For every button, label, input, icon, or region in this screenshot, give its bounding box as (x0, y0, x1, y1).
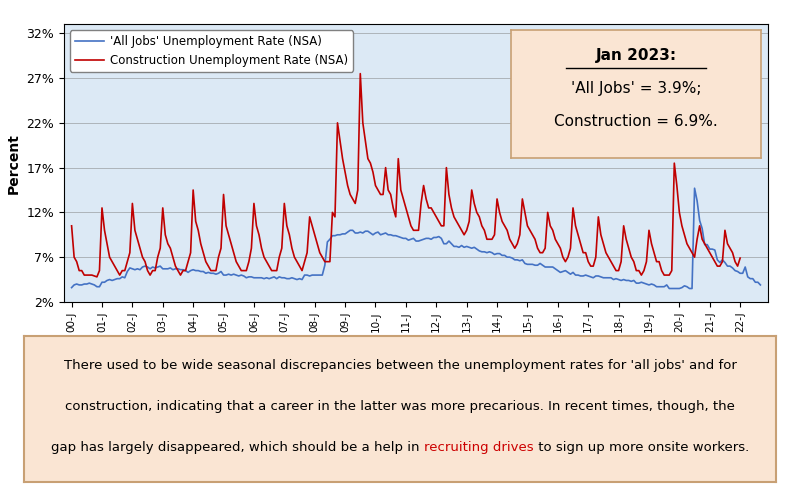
Construction Unemployment Rate (NSA) (66, 223, 76, 229)
Line: 'All Jobs' Unemployment Rate (NSA): 'All Jobs' Unemployment Rate (NSA) (71, 188, 761, 288)
'All Jobs' Unemployment Rate (NSA) (444, 238, 454, 244)
'All Jobs' Unemployment Rate (NSA) (756, 282, 766, 288)
Construction Unemployment Rate (NSA) (92, 274, 102, 280)
Text: gap has largely disappeared, which should be a help in: gap has largely disappeared, which shoul… (51, 441, 424, 453)
'All Jobs' Unemployment Rate (NSA) (318, 272, 327, 278)
Text: recruiting drives: recruiting drives (424, 441, 534, 453)
Construction Unemployment Rate (NSA) (338, 156, 347, 162)
Construction Unemployment Rate (NSA) (735, 255, 745, 261)
Y-axis label: Percent: Percent (7, 132, 21, 193)
Construction Unemployment Rate (NSA) (692, 236, 702, 242)
Construction Unemployment Rate (NSA) (355, 71, 365, 76)
Text: construction, indicating that a career in the latter was more precarious. In rec: construction, indicating that a career i… (65, 400, 735, 412)
Construction Unemployment Rate (NSA) (700, 241, 710, 246)
Text: to sign up more onsite workers.: to sign up more onsite workers. (534, 441, 749, 453)
'All Jobs' Unemployment Rate (NSA) (665, 285, 674, 291)
'All Jobs' Unemployment Rate (NSA) (353, 230, 362, 236)
Construction Unemployment Rate (NSA) (581, 250, 590, 256)
'All Jobs' Unemployment Rate (NSA) (378, 231, 388, 237)
Text: There used to be wide seasonal discrepancies between the unemployment rates for : There used to be wide seasonal discrepan… (63, 359, 737, 372)
Legend: 'All Jobs' Unemployment Rate (NSA), Construction Unemployment Rate (NSA): 'All Jobs' Unemployment Rate (NSA), Cons… (70, 30, 353, 72)
'All Jobs' Unemployment Rate (NSA) (231, 272, 241, 278)
X-axis label: Year and Month: Year and Month (354, 338, 478, 352)
'All Jobs' Unemployment Rate (NSA) (464, 244, 474, 250)
'All Jobs' Unemployment Rate (NSA) (66, 285, 76, 291)
Construction Unemployment Rate (NSA) (366, 160, 375, 166)
Construction Unemployment Rate (NSA) (479, 227, 489, 233)
'All Jobs' Unemployment Rate (NSA) (690, 185, 699, 191)
Line: Construction Unemployment Rate (NSA): Construction Unemployment Rate (NSA) (71, 74, 740, 277)
